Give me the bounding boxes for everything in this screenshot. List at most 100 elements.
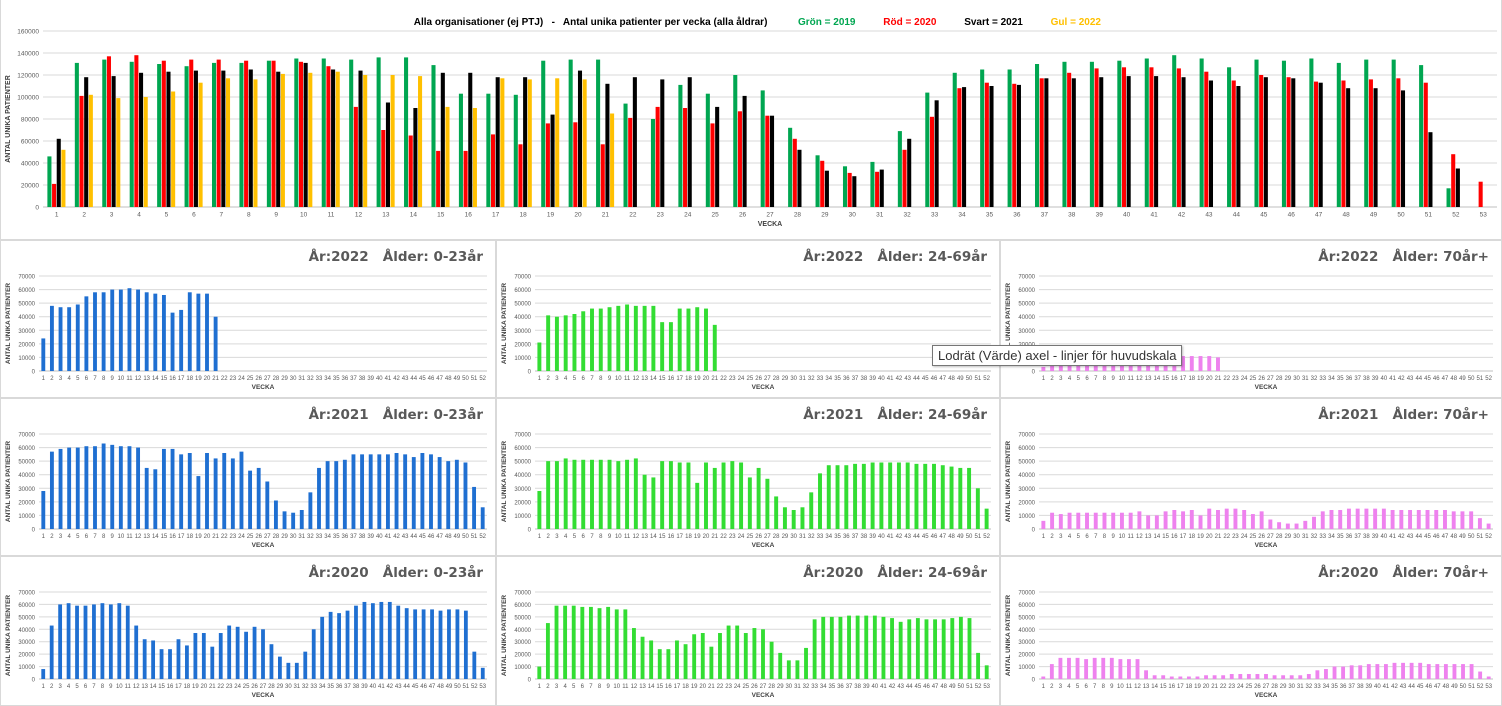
x-tick-label: 8 <box>1102 684 1106 690</box>
bar <box>1246 674 1251 679</box>
x-tick-label: 2 <box>82 212 86 219</box>
bar <box>952 72 957 207</box>
main-bar-chart[interactable]: 0 20000 40000 60000 80000 100000 120000 140000 1… <box>1 0 1502 240</box>
bar <box>555 78 560 207</box>
main-chart-panel[interactable]: Alla organisationer (ej PTJ) - Antal uni… <box>0 0 1502 240</box>
x-tick-label: 44 <box>906 684 913 690</box>
bar <box>117 603 122 679</box>
x-tick-label: 11 <box>1128 534 1135 540</box>
y-tick-label: 60000 <box>514 288 531 294</box>
bar <box>1118 659 1123 679</box>
chart-2020-70plus[interactable]: År:2020 Ålder: 70år+ 0 10000 20000 30000 400… <box>1000 556 1502 706</box>
bar <box>75 447 80 529</box>
bar <box>84 77 89 207</box>
y-tick-label: 10000 <box>1018 665 1035 671</box>
bar <box>1272 675 1277 679</box>
bar <box>1126 76 1131 207</box>
x-tick-label: 41 <box>880 684 887 690</box>
x-tick-label: 53 <box>479 684 486 690</box>
bar <box>1071 78 1076 207</box>
x-tick-label: 28 <box>1276 534 1283 540</box>
x-tick-label: 20 <box>204 376 211 382</box>
bar <box>975 488 980 529</box>
x-tick-label: 8 <box>1103 376 1107 382</box>
y-tick-label: 30000 <box>18 329 35 335</box>
bar <box>1435 664 1440 679</box>
bar <box>118 289 123 371</box>
y-axis-title: ANTAL UNIKA PATIENTER <box>501 283 508 365</box>
bar <box>1396 78 1401 207</box>
x-tick-label: 36 <box>1346 534 1353 540</box>
bar <box>454 459 459 529</box>
bar <box>1460 511 1465 529</box>
x-tick-label: 17 <box>1180 376 1187 382</box>
x-tick-label: 51 <box>471 376 478 382</box>
bar-chart[interactable]: 0100002000030000400005000060000700001234… <box>1001 241 1502 398</box>
y-tick-label: 0 <box>1032 370 1036 376</box>
bar <box>1198 356 1203 371</box>
x-tick-label: 47 <box>939 534 946 540</box>
bar <box>1181 77 1186 207</box>
x-tick-label: 5 <box>1076 684 1080 690</box>
chart-2020-0-23[interactable]: År:2020 Ålder: 0-23år 0 10000 20000 30000 40… <box>0 556 496 706</box>
bar <box>1093 512 1098 529</box>
bar <box>660 79 665 207</box>
chart-2022-70plus[interactable]: År:2022 Ålder: 70år+ 0100002000030000400… <box>1000 240 1502 398</box>
bar <box>1238 674 1243 679</box>
chart-2021-0-23[interactable]: År:2021 Ålder: 0-23år 0 10000 20000 30000 40… <box>0 398 496 556</box>
bar <box>193 70 198 207</box>
x-tick-label: 30 <box>785 684 792 690</box>
y-tick-label: 40000 <box>21 161 39 168</box>
x-tick-label: 23 <box>230 376 237 382</box>
x-tick-label: 10 <box>1117 684 1124 690</box>
bar <box>770 115 775 207</box>
bar <box>1050 512 1055 529</box>
bar <box>1195 676 1200 679</box>
y-tick-label: 60000 <box>18 288 35 294</box>
x-tick-label: 46 <box>420 684 427 690</box>
bar <box>897 131 902 207</box>
bar <box>252 626 257 679</box>
x-tick-label: 28 <box>1276 376 1283 382</box>
x-tick-label: 6 <box>1084 684 1088 690</box>
x-tick-label: 51 <box>1477 534 1484 540</box>
chart-2021-24-69[interactable]: År:2021 Ålder: 24-69år 0 10000 20000 30000 4… <box>496 398 1000 556</box>
bar <box>642 305 647 371</box>
bar <box>495 77 500 207</box>
y-tick-label: 50000 <box>18 460 35 466</box>
bar <box>742 95 747 207</box>
x-tick-label: 48 <box>437 684 444 690</box>
y-tick-label: 50000 <box>514 615 531 621</box>
x-tick-label: 6 <box>85 376 89 382</box>
x-tick-label: 37 <box>1348 684 1355 690</box>
y-tick-label: 30000 <box>1018 487 1035 493</box>
x-tick-label: 7 <box>1094 534 1098 540</box>
x-tick-label: 49 <box>446 684 453 690</box>
bar <box>1035 64 1040 207</box>
bar <box>362 601 367 679</box>
bar <box>1364 508 1369 529</box>
chart-2020-24-69[interactable]: År:2020 Ålder: 24-69år 0 10000 20000 30000 4… <box>496 556 1000 706</box>
chart-2021-70plus[interactable]: År:2021 Ålder: 70år+ 0 10000 20000 30000 400… <box>1000 398 1502 556</box>
x-tick-label: 19 <box>547 212 555 219</box>
bar <box>75 304 80 371</box>
bar <box>598 308 603 371</box>
x-tick-label: 42 <box>1178 212 1186 219</box>
bar <box>342 459 347 529</box>
chart-2022-0-23[interactable]: År:2022 Ålder: 0-23år 0 10000 20000 30000 40… <box>0 240 496 398</box>
x-tick-label: 46 <box>931 376 938 382</box>
x-tick-label: 49 <box>957 534 964 540</box>
bar <box>523 77 528 207</box>
bar <box>1154 515 1159 529</box>
bar <box>66 603 71 679</box>
chart-2022-24-69[interactable]: År:2022 Ålder: 24-69år 0 10000 20000 30000 4… <box>496 240 1000 398</box>
y-tick-label: 50000 <box>1018 615 1035 621</box>
